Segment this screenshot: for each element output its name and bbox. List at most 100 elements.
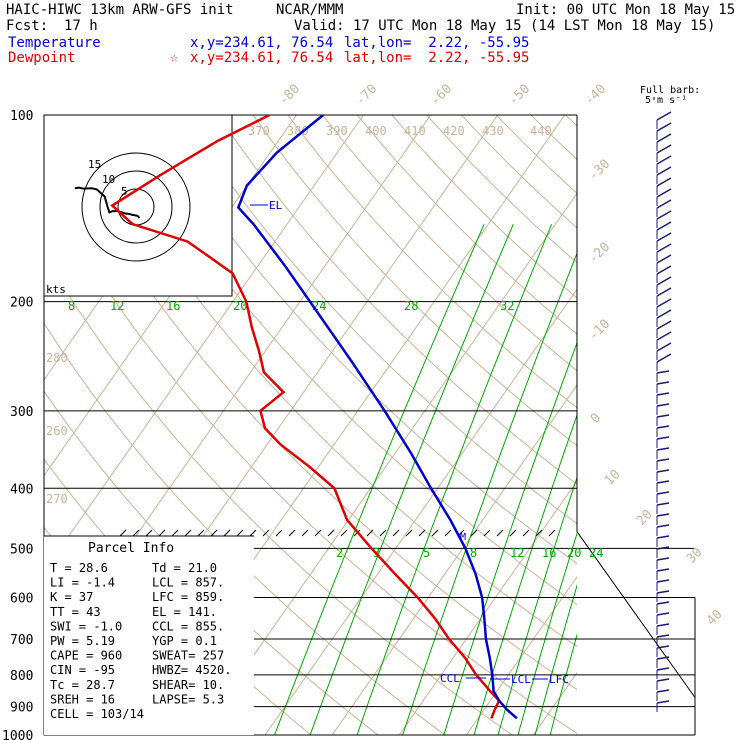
freezing-hatch: [210, 529, 218, 537]
isotherm-line: [658, 115, 740, 740]
isotherm-line: [465, 575, 577, 735]
wind-barb: [656, 557, 670, 561]
theta-label: 280: [46, 351, 68, 365]
isotherm-line: [331, 384, 577, 735]
theta-label: 410: [404, 124, 426, 138]
isotherm-line: [197, 192, 577, 735]
wind-barb: [656, 513, 670, 517]
wind-barb: [656, 623, 670, 627]
parcel-info-right: LCL = 857.: [152, 576, 224, 590]
freezing-hatch: [158, 529, 166, 537]
mixing-ratio-label: 28: [404, 299, 418, 313]
dry-adiabat-line: [461, 115, 577, 229]
parcel-info-left: CAPE = 960: [50, 649, 122, 663]
dry-adiabat-line: [113, 115, 577, 606]
wind-barb: [656, 166, 672, 176]
wind-barb: [656, 645, 670, 649]
dry-adiabat-line: [44, 322, 447, 735]
mixing-ratio-label: 16: [542, 546, 556, 560]
temperature-xy: x,y=234.61, 76.54: [190, 35, 334, 51]
wind-barb: [656, 590, 670, 594]
dewpoint-xy: x,y=234.61, 76.54: [190, 50, 334, 66]
wind-barb: [656, 287, 672, 297]
wind-barb: [656, 353, 672, 363]
wind-barbs: [656, 111, 672, 712]
wind-barb: [656, 122, 672, 132]
freezing-hatch: [262, 529, 270, 537]
dry-adiabat-line: [252, 115, 577, 447]
parcel-info-left: SREH = 16: [50, 692, 115, 706]
isotherm-line: [264, 288, 577, 735]
dewpoint-label: Dewpoint: [8, 50, 76, 66]
wind-barb: [656, 700, 670, 704]
freezing-hatch: [184, 529, 192, 537]
hodograph-inset: 5 10 15 kts: [43, 114, 233, 297]
parcel-info-left: CIN = -95: [50, 663, 115, 677]
theta-label: 370: [248, 124, 270, 138]
pressure-tick-label: 800: [10, 669, 33, 684]
fcst-label: Fcst:: [6, 18, 49, 34]
freezing-hatch: [132, 529, 140, 537]
theta-label: 440: [530, 124, 552, 138]
org-label: NCAR/MMM: [276, 2, 344, 18]
wind-barb: [656, 535, 670, 539]
star-icon: ☆: [170, 50, 179, 66]
parcel-info-right: LFC = 859.: [152, 590, 224, 604]
freezing-hatch: [483, 529, 491, 537]
wind-barb: [656, 276, 672, 286]
wind-barb: [656, 656, 670, 660]
parcel-info-right: SWEAT= 257: [152, 649, 224, 663]
freezing-hatch: [392, 529, 400, 537]
dry-adiabat-line: [287, 115, 577, 409]
isotherm-label: -50: [506, 82, 533, 109]
wind-barb: [656, 133, 672, 143]
dry-adiabat-line: [78, 115, 577, 648]
mixing-ratio-label: 2: [336, 546, 343, 560]
wind-barb: [656, 221, 672, 231]
isotherm-line: [44, 115, 364, 573]
isotherm-label: -30: [586, 157, 613, 184]
freezing-hatch: [249, 529, 257, 537]
dry-adiabat-line: [530, 115, 577, 161]
freezing-hatch: [366, 529, 374, 537]
wind-barb: [656, 320, 672, 330]
parcel-info-right: YGP = 0.1: [152, 634, 217, 648]
isotherm-label: -60: [428, 82, 455, 109]
parcel-info-left: Tc = 28.7: [50, 678, 115, 692]
isotherm-label: -80: [276, 82, 303, 109]
freezing-hatch: [236, 529, 244, 537]
ccl-label: CCL: [440, 672, 460, 685]
theta-label: 400: [365, 124, 387, 138]
wind-barb-column: Full barb: 5 m s⁻¹: [640, 85, 700, 712]
temperature-label: Temperature: [8, 35, 101, 51]
parcel-info-right: Td = 21.0: [152, 561, 217, 575]
isotherm-label: -10: [586, 317, 613, 344]
wind-barb: [656, 403, 670, 407]
parcel-info-right: HWBZ= 4520.: [152, 663, 231, 677]
dewpoint-latlon: lat,lon= 2.22, -55.95: [344, 50, 530, 66]
wind-barb: [656, 436, 670, 440]
valid-time: Valid: 17 UTC Mon 18 May 15 (14 LST Mon …: [294, 18, 716, 34]
wind-barb: [656, 689, 670, 693]
dry-adiabat-line: [495, 115, 577, 194]
wind-barb: [656, 232, 672, 242]
hodograph-ring-10: [99, 170, 173, 244]
theta-label: 390: [326, 124, 348, 138]
freezing-hatch: [509, 529, 517, 537]
wind-barb: [656, 331, 672, 341]
parcel-info-left: PW = 5.19: [50, 634, 115, 648]
wind-barb: [656, 491, 670, 495]
wind-barb: [656, 634, 670, 638]
lcl-label: LCL: [511, 673, 531, 686]
wind-barb: [656, 177, 672, 187]
wind-barb: [656, 309, 672, 319]
hodograph-ring-label-15: 15: [88, 158, 101, 171]
mixing-ratio-label: 20: [233, 299, 247, 313]
sounding-profiles: [110, 115, 518, 720]
parcel-info-left: K = 37: [50, 590, 93, 604]
freezing-hatch: [119, 529, 127, 537]
wind-barb: [656, 392, 670, 396]
isotherm-label: -20: [586, 240, 613, 267]
wind-barb: [656, 188, 672, 198]
